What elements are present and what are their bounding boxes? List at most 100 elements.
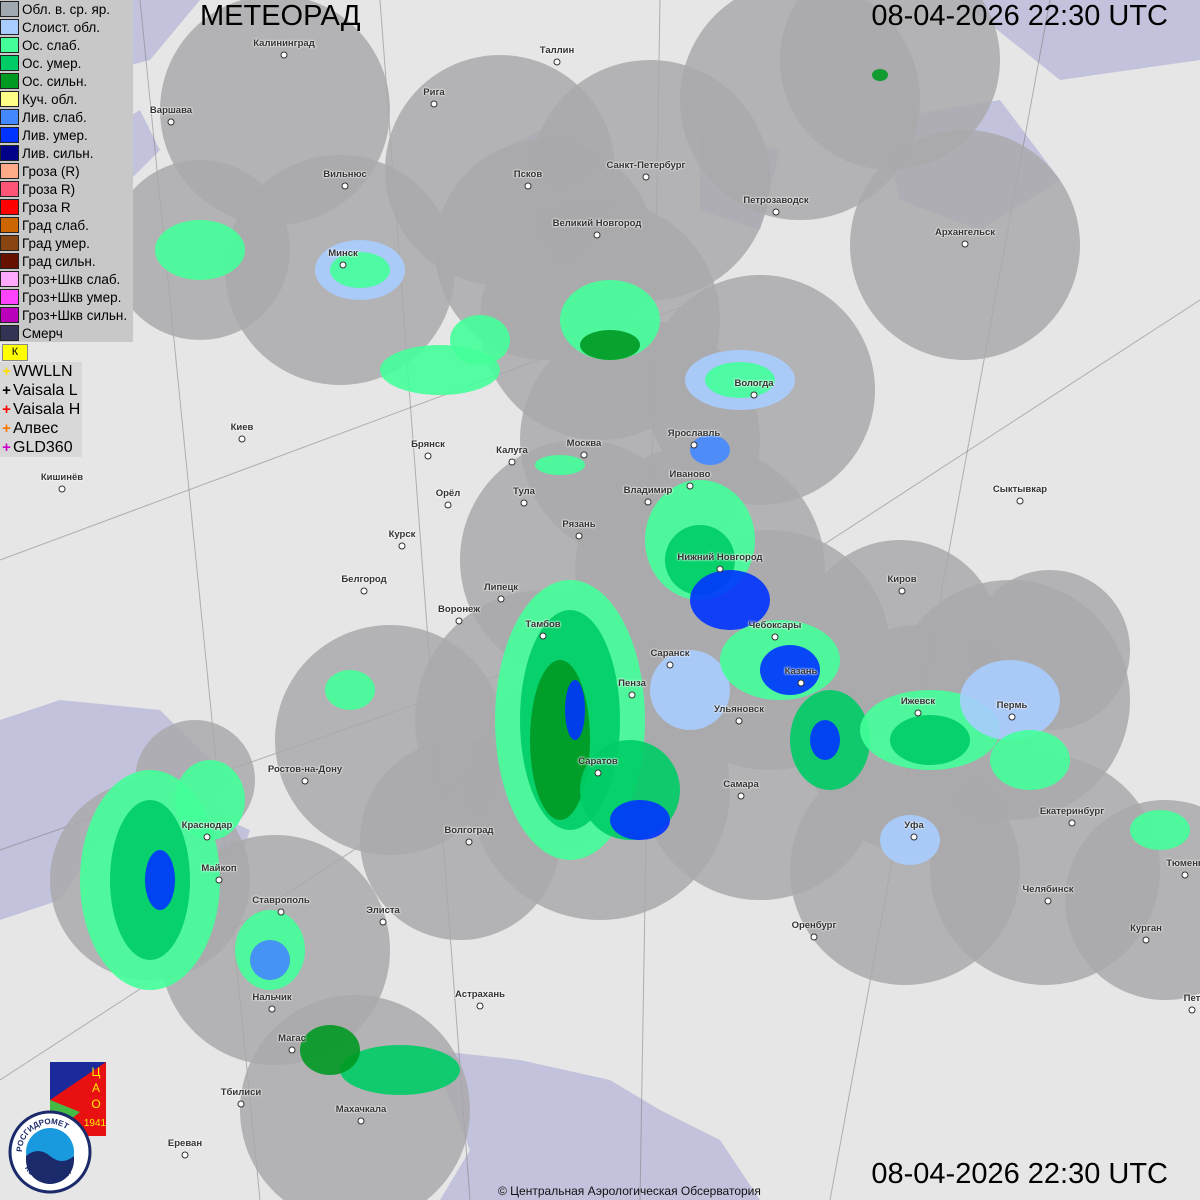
legend-label: Куч. обл. <box>22 91 78 107</box>
city-label: Саратов <box>578 756 618 767</box>
precipitation-echo <box>145 850 175 910</box>
city-label: Пермь <box>996 700 1028 711</box>
lightning-cross-icon: + <box>2 401 11 418</box>
precipitation-echo <box>650 650 730 730</box>
city-marker-icon <box>520 499 528 507</box>
legend-label: Ос. умер. <box>22 55 82 71</box>
lightning-source-item: + GLD360 <box>0 438 82 457</box>
legend-item: Град слаб. <box>0 216 133 234</box>
lightning-cross-icon: + <box>2 363 11 380</box>
city-label: Москва <box>566 438 602 449</box>
city-marker-icon <box>1068 819 1076 827</box>
city-label: Челябинск <box>1022 884 1074 895</box>
city-label: Нальчик <box>252 992 292 1003</box>
city-marker-icon <box>215 876 223 884</box>
city-label: Тбилиси <box>220 1087 262 1098</box>
lightning-source-item: + Vaisala L <box>0 381 82 400</box>
lightning-source-label: Vaisala H <box>13 400 81 418</box>
city-label: Ульяновск <box>714 704 764 715</box>
lightning-source-item: + WWLLN <box>0 362 82 381</box>
precipitation-legend: Обл. в. ср. яр. Слоист. обл. Ос. слаб. Ос. … <box>0 0 133 342</box>
precipitation-echo <box>690 570 770 630</box>
city-marker-icon <box>430 100 438 108</box>
city-marker-icon <box>1016 497 1024 505</box>
city-label: Тула <box>513 486 535 497</box>
legend-label: Обл. в. ср. яр. <box>22 1 111 17</box>
city-marker-icon <box>898 587 906 595</box>
precipitation-echo <box>330 252 390 288</box>
precipitation-echo <box>155 220 245 280</box>
legend-item: Лив. слаб. <box>0 108 133 126</box>
city-label: Иваново <box>669 469 711 480</box>
legend-item: Слоист. обл. <box>0 18 133 36</box>
city-label: Белгород <box>341 574 387 585</box>
legend-swatch <box>0 55 19 71</box>
legend-swatch <box>0 145 19 161</box>
city-label: Воронеж <box>438 604 480 615</box>
svg-text:А: А <box>92 1081 100 1095</box>
city-marker-icon <box>686 482 694 490</box>
svg-text:О: О <box>91 1097 100 1111</box>
precipitation-echo <box>250 940 290 980</box>
city-label: Махачкала <box>335 1104 387 1115</box>
legend-item: Лив. сильн. <box>0 144 133 162</box>
legend-label: Град сильн. <box>22 253 96 269</box>
city-marker-icon <box>593 231 601 239</box>
legend-swatch <box>0 127 19 143</box>
lightning-legend: + WWLLN + Vaisala L + Vaisala H + Алвес + GLD360 <box>0 362 82 457</box>
legend-label: Слоист. обл. <box>22 19 101 35</box>
precipitation-echo <box>760 645 820 695</box>
legend-item: Обл. в. ср. яр. <box>0 0 133 18</box>
city-marker-icon <box>465 838 473 846</box>
precipitation-echo <box>880 815 940 865</box>
city-marker-icon <box>737 792 745 800</box>
precipitation-echo <box>705 362 775 398</box>
legend-item: Гроз+Шкв умер. <box>0 288 133 306</box>
city-label: Калуга <box>496 445 528 456</box>
city-label: Пет <box>1183 993 1200 1004</box>
radar-coverage-circle <box>780 0 1000 170</box>
legend-item: Гроза R) <box>0 180 133 198</box>
city-label: Майкоп <box>201 863 237 874</box>
city-marker-icon <box>910 833 918 841</box>
legend-swatch <box>0 91 19 107</box>
city-label: Казань <box>784 666 818 677</box>
legend-label: Град слаб. <box>22 217 89 233</box>
flag-icon[interactable]: К <box>2 344 28 361</box>
city-label: Краснодар <box>181 820 233 831</box>
lightning-source-label: Vaisala L <box>13 381 78 399</box>
legend-swatch <box>0 253 19 269</box>
city-label: Владимир <box>623 485 673 496</box>
city-marker-icon <box>1142 936 1150 944</box>
city-marker-icon <box>553 58 561 66</box>
city-marker-icon <box>357 1117 365 1125</box>
precipitation-echo <box>535 455 585 475</box>
city-label: Нижний Новгород <box>677 552 763 563</box>
city-label: Киев <box>230 422 254 433</box>
precipitation-echo <box>990 730 1070 790</box>
city-label: Уфа <box>904 820 924 831</box>
precipitation-echo <box>690 435 730 465</box>
city-marker-icon <box>750 391 758 399</box>
city-marker-icon <box>914 709 922 717</box>
city-marker-icon <box>341 182 349 190</box>
legend-label: Гроз+Шкв сильн. <box>22 307 128 323</box>
lightning-cross-icon: + <box>2 439 11 456</box>
precipitation-echo <box>580 330 640 360</box>
city-marker-icon <box>666 661 674 669</box>
legend-item: Куч. обл. <box>0 90 133 108</box>
copyright: © Центральная Аэрологическая Обсерватори… <box>498 1184 761 1198</box>
city-marker-icon <box>379 918 387 926</box>
timestamp-top: 08-04-2026 22:30 UTC <box>871 0 1168 32</box>
city-marker-icon <box>476 1002 484 1010</box>
city-label: Курган <box>1130 923 1162 934</box>
legend-label: Гроза R) <box>22 181 76 197</box>
city-marker-icon <box>58 485 66 493</box>
precipitation-echo <box>960 660 1060 740</box>
city-marker-icon <box>277 908 285 916</box>
city-marker-icon <box>444 501 452 509</box>
legend-swatch <box>0 181 19 197</box>
city-label: Рига <box>423 87 445 98</box>
city-marker-icon <box>961 240 969 248</box>
city-marker-icon <box>797 679 805 687</box>
